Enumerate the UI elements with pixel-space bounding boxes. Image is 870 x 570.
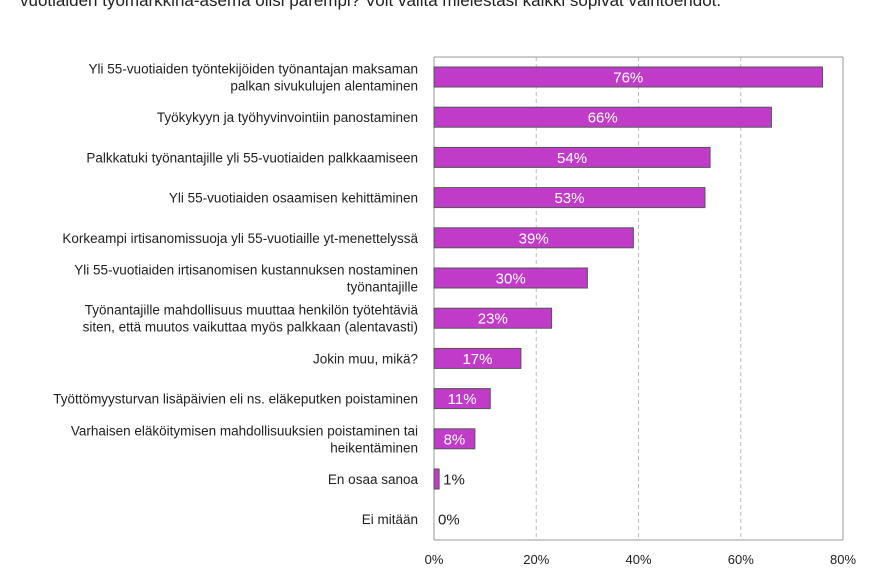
category-label: Yli 55-vuotiaiden työntekijöiden työnant… xyxy=(89,62,418,94)
category-label-line: En osaa sanoa xyxy=(328,472,419,487)
bar xyxy=(433,187,706,209)
category-label: Yli 55-vuotiaiden irtisanomisen kustannu… xyxy=(74,263,418,295)
category-label: Korkeampi irtisanomissuoja yli 55-vuotia… xyxy=(62,231,418,246)
x-tick-label: 0% xyxy=(425,552,444,567)
category-label-line: Työkykyyn ja työhyvinvointiin panostamin… xyxy=(157,110,418,125)
category-label-line: Työnantajille mahdollisuus muuttaa henki… xyxy=(85,303,419,318)
category-label-line: siten, että muutos vaikuttaa myös palkka… xyxy=(83,320,418,335)
category-label-line: Yli 55-vuotiaiden työntekijöiden työnant… xyxy=(89,62,418,77)
category-label-line: Korkeampi irtisanomissuoja yli 55-vuotia… xyxy=(62,231,418,246)
category-label-line: Yli 55-vuotiaiden osaamisen kehittäminen xyxy=(169,191,418,206)
bar xyxy=(433,428,476,450)
bar-data-label: 30% xyxy=(496,271,526,288)
category-label: Työttömyysturvan lisäpäivien eli ns. elä… xyxy=(53,392,418,407)
bar-data-label: 1% xyxy=(443,472,465,489)
bar-data-label: 17% xyxy=(462,351,492,368)
bar xyxy=(433,146,711,168)
category-label-line: Palkkatuki työnantajille yli 55-vuotiaid… xyxy=(86,150,418,165)
category-label-line: palkan sivukulujen alentaminen xyxy=(230,79,418,94)
grid-layer xyxy=(433,56,844,541)
bar-data-label: 66% xyxy=(588,110,618,127)
bar xyxy=(433,66,824,88)
category-label-line: Varhaisen eläköitymisen mahdollisuuksien… xyxy=(71,423,418,438)
category-label-line: Ei mitään xyxy=(362,512,418,527)
bar-data-label: 23% xyxy=(478,311,508,328)
x-tick-label: 80% xyxy=(830,552,856,567)
bar-data-label: 8% xyxy=(444,431,466,448)
bars-layer xyxy=(433,66,824,490)
category-label-line: Jokin muu, mikä? xyxy=(313,351,418,366)
x-tick-label: 40% xyxy=(625,552,651,567)
x-tick-label: 60% xyxy=(728,552,754,567)
bar xyxy=(433,388,491,410)
category-label-line: työnantajille xyxy=(347,280,418,295)
category-label: Yli 55-vuotiaiden osaamisen kehittäminen xyxy=(169,191,418,206)
category-label: En osaa sanoa xyxy=(328,472,419,487)
category-label-line: Yli 55-vuotiaiden irtisanomisen kustannu… xyxy=(74,263,418,278)
bar-data-label: 11% xyxy=(448,391,477,408)
bar xyxy=(433,347,522,369)
bar xyxy=(433,106,772,128)
category-label: Jokin muu, mikä? xyxy=(313,351,418,366)
bar xyxy=(433,227,634,249)
category-label: Palkkatuki työnantajille yli 55-vuotiaid… xyxy=(86,150,418,165)
bar-data-label: 76% xyxy=(613,70,643,87)
category-label: Työnantajille mahdollisuus muuttaa henki… xyxy=(83,303,419,335)
chart-question: vuotiaiden työmarkkina-asema olisi parem… xyxy=(20,0,722,10)
bar xyxy=(433,468,440,490)
bar xyxy=(433,307,553,329)
category-label: Varhaisen eläköitymisen mahdollisuuksien… xyxy=(71,423,418,455)
category-label: Työkykyyn ja työhyvinvointiin panostamin… xyxy=(157,110,418,125)
x-tick-label: 20% xyxy=(523,552,549,567)
category-label-line: heikentäminen xyxy=(330,440,418,455)
bar-data-label: 53% xyxy=(554,190,584,207)
bar-data-label: 54% xyxy=(557,150,587,167)
category-label-line: Työttömyysturvan lisäpäivien eli ns. elä… xyxy=(53,392,418,407)
ticks-layer: 0% 20% 40% 60% 80% xyxy=(425,552,857,567)
bar-data-label: 0% xyxy=(438,512,460,529)
bar xyxy=(433,267,588,289)
labels-layer: 76% Yli 55-vuotiaiden työntekijöiden työn… xyxy=(53,62,643,529)
bar-data-label: 39% xyxy=(519,230,549,247)
category-label: Ei mitään xyxy=(362,512,418,527)
